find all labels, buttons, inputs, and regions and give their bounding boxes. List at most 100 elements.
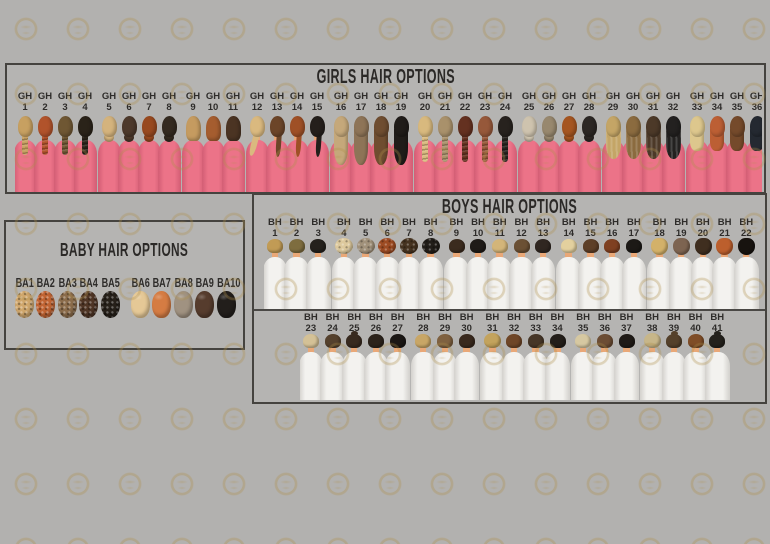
hair-option-label: GH 31	[645, 92, 661, 113]
shirt	[465, 257, 491, 309]
hair-option-label: BH 22	[739, 218, 754, 239]
hair-option-label: BH 8	[423, 218, 438, 239]
shirt	[396, 257, 422, 309]
baby-panel-title-text: BABY HAIR OPTIONS	[60, 239, 189, 260]
hair	[549, 334, 566, 348]
neck	[648, 345, 656, 354]
shirt	[705, 140, 729, 192]
neck	[293, 250, 300, 259]
girl-hair-option-GH-25: GH 25	[517, 92, 541, 192]
shirt	[157, 140, 181, 192]
neck	[329, 345, 336, 354]
girl-hair-option-GH-2: GH 2	[33, 92, 57, 192]
girls-hair-row: GH 1 GH 2 GH 3 GH 4 GH 5 GH 6 GH 7 GH 8 GH 9 GH 10 GH 11 GH 12 G…	[15, 92, 762, 192]
shirt	[704, 352, 730, 400]
hair-bun	[351, 331, 359, 336]
hair-option-label: BA6	[131, 276, 150, 290]
baby-hair-option-BA-10: BA10	[216, 276, 240, 348]
boys-hair-row-2: BH 23 BH 24 BH 25 BH 26 BH 27 BH 28 BH 29 BH 30 BH 31 BH 32…	[300, 313, 763, 400]
hair-option-label: GH 34	[709, 92, 725, 113]
baby-hair-option-BA-7: BA7	[151, 276, 172, 348]
hair	[651, 238, 669, 255]
hair	[378, 238, 397, 254]
hair-tail	[62, 130, 68, 155]
hair	[324, 334, 341, 348]
boy-hair-option-BH-32: BH 32	[501, 313, 527, 400]
hair-option-label: GH 5	[101, 92, 117, 113]
hair	[729, 116, 745, 137]
shirt	[725, 140, 749, 192]
hair	[356, 238, 375, 254]
shirt	[264, 257, 288, 309]
shirt	[341, 352, 367, 400]
boy-hair-option-BH-27: BH 27	[385, 313, 410, 400]
shirt	[320, 352, 345, 400]
boy-hair-option-BH-6: BH 6	[374, 218, 400, 309]
shirt	[647, 257, 672, 309]
girl-hair-option-GH-18: GH 18	[369, 92, 393, 192]
hair	[353, 116, 369, 137]
hair	[645, 116, 661, 137]
hair	[491, 239, 508, 253]
shirt	[305, 140, 329, 192]
boy-hair-option-BH-26: BH 26	[363, 313, 389, 400]
girl-hair-option-GH-36: GH 36	[745, 92, 762, 192]
hair	[672, 238, 690, 255]
hair-option-label: GH 23	[477, 92, 493, 113]
hair-option-label: BH 38	[645, 313, 660, 334]
boys-panel-title-text: BOYS HAIR OPTIONS	[441, 196, 578, 219]
hair-option-label: BH 12	[514, 218, 529, 239]
shirt	[745, 140, 762, 192]
shirt	[413, 140, 437, 192]
hair	[205, 116, 221, 141]
boy-hair-option-BH-12: BH 12	[509, 218, 534, 309]
hair-option-label: GH 13	[269, 92, 285, 113]
neck	[692, 345, 699, 354]
shirt	[690, 257, 716, 309]
hair	[121, 116, 137, 137]
hair-tail	[354, 128, 368, 165]
hair-option-label: GH 1	[17, 92, 33, 113]
hair-option-label: GH 7	[141, 92, 157, 113]
hair-option-label: GH 18	[373, 92, 389, 113]
baby-hair-option-BA-6: BA6	[130, 276, 151, 348]
hair	[309, 116, 325, 137]
girl-hair-option-GH-16: GH 16	[329, 92, 353, 192]
shirt	[556, 257, 582, 309]
girl-hair-option-GH-24: GH 24	[493, 92, 517, 192]
hair	[77, 116, 93, 137]
hair-option-label: BH 23	[303, 313, 318, 334]
boy-hair-option-BH-29: BH 29	[432, 313, 458, 400]
boy-hair-option-BH-10: BH 10	[465, 218, 491, 309]
girl-hair-option-GH-15: GH 15	[305, 92, 329, 192]
girl-hair-option-GH-13: GH 13	[265, 92, 289, 192]
neck	[474, 250, 482, 259]
baby-head	[152, 291, 172, 318]
shirt	[73, 140, 97, 192]
shirt	[410, 352, 436, 400]
shirt	[284, 257, 309, 309]
baby-hair-option-BA-3: BA3	[57, 276, 78, 348]
hair-option-label: GH 6	[121, 92, 137, 113]
hair	[484, 333, 501, 348]
boy-hair-option-BH-20: BH 20	[690, 218, 716, 309]
hair	[373, 116, 389, 137]
boy-hair-option-BH-8: BH 8	[418, 218, 443, 309]
shirt	[181, 140, 205, 192]
hair-tail	[124, 133, 134, 142]
girl-hair-option-GH-34: GH 34	[705, 92, 729, 192]
girl-hair-option-GH-11: GH 11	[221, 92, 245, 192]
hair	[477, 116, 493, 137]
baby-hair-option-BA-9: BA9	[194, 276, 215, 348]
boy-hair-option-BH-36: BH 36	[592, 313, 618, 400]
hair	[437, 334, 454, 348]
shirt	[363, 352, 389, 400]
boy-hair-option-BH-28: BH 28	[410, 313, 436, 400]
hair-option-label: BH 35	[576, 313, 590, 334]
girl-hair-option-GH-21: GH 21	[433, 92, 457, 192]
hair-option-label: GH 24	[497, 92, 513, 113]
hair	[368, 334, 385, 348]
shirt	[530, 257, 556, 309]
boy-hair-option-BH-4: BH 4	[331, 218, 357, 309]
